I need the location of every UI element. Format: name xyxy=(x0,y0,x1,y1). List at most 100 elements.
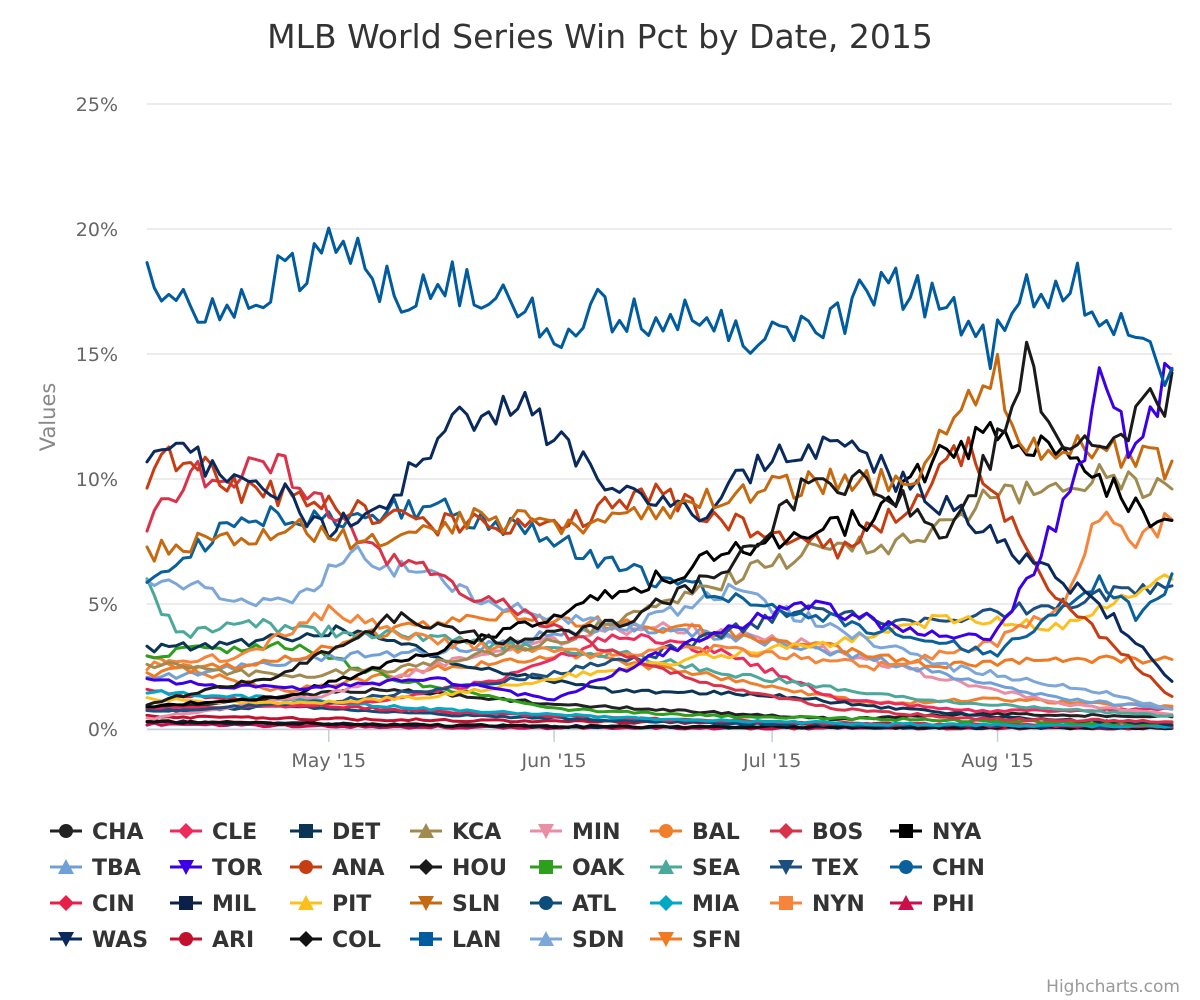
legend-label: MIA xyxy=(692,892,739,917)
legend-item-sln[interactable]: SLN xyxy=(410,892,500,917)
legend-marker xyxy=(779,896,793,910)
legend-item-pit[interactable]: PIT xyxy=(290,892,371,917)
legend-label: NYA xyxy=(932,820,981,845)
legend-item-nya[interactable]: NYA xyxy=(890,820,981,845)
legend-item-hou[interactable]: HOU xyxy=(410,856,507,881)
legend-marker xyxy=(778,860,794,875)
legend-marker xyxy=(539,860,553,874)
legend-marker xyxy=(538,824,554,839)
legend-item-sea[interactable]: SEA xyxy=(650,856,740,881)
legend-item-sdn[interactable]: SDN xyxy=(530,928,625,953)
legend-item-min[interactable]: MIN xyxy=(530,820,621,845)
legend-label: BOS xyxy=(812,820,863,845)
legend-item-cha[interactable]: CHA xyxy=(50,820,144,845)
series-line-nyn[interactable] xyxy=(145,510,1174,672)
legend-label: TOR xyxy=(212,856,263,881)
legend-item-cle[interactable]: CLE xyxy=(170,820,257,845)
legend-item-tor[interactable]: TOR xyxy=(170,856,263,881)
y-axis: 0% 5% 10% 15% 20% 25% xyxy=(76,94,118,741)
legend-item-atl[interactable]: ATL xyxy=(530,892,616,917)
series-line-ana[interactable] xyxy=(145,436,1174,698)
series-line-bos[interactable] xyxy=(145,452,1174,724)
series-line-kca[interactable] xyxy=(145,463,1174,679)
legend-label: ANA xyxy=(332,856,384,881)
legend-marker xyxy=(658,895,674,911)
legend-item-bos[interactable]: BOS xyxy=(770,820,863,845)
legend-label: BAL xyxy=(692,820,740,845)
legend-marker xyxy=(418,823,434,838)
legend-item-tex[interactable]: TEX xyxy=(770,856,859,881)
legend-item-phi[interactable]: PHI xyxy=(890,892,975,917)
legend-marker xyxy=(658,859,674,874)
legend-label: PHI xyxy=(932,892,975,917)
y-axis-title: Values xyxy=(36,383,60,452)
legend-marker xyxy=(419,932,433,946)
y-tick-label: 15% xyxy=(76,344,118,366)
legend-marker xyxy=(418,896,434,911)
legend-item-was[interactable]: WAS xyxy=(50,928,148,953)
legend-label: SDN xyxy=(572,928,625,953)
legend-item-kca[interactable]: KCA xyxy=(410,820,501,845)
plot-area xyxy=(145,226,1174,731)
legend-item-col[interactable]: COL xyxy=(290,928,381,953)
x-tick-label: Jul '15 xyxy=(742,750,801,772)
legend-item-sfn[interactable]: SFN xyxy=(650,928,741,953)
legend-label: DET xyxy=(332,820,380,845)
legend-marker xyxy=(299,824,313,838)
legend-label: CLE xyxy=(212,820,257,845)
legend-marker xyxy=(299,860,313,874)
series-line-sdn[interactable] xyxy=(145,545,1174,711)
legend-label: MIN xyxy=(572,820,621,845)
legend-marker xyxy=(539,896,553,910)
series-line-lan[interactable] xyxy=(145,226,1174,387)
legend-label: NYN xyxy=(812,892,865,917)
chart-title: MLB World Series Win Pct by Date, 2015 xyxy=(267,17,933,56)
legend-label: CHA xyxy=(92,820,144,845)
legend-label: SFN xyxy=(692,928,741,953)
x-tick-label: Jun '15 xyxy=(521,750,587,772)
legend: CHA CLE DET KCA MIN BAL BOS NYA TBA TOR ANA HOU OAK S… xyxy=(50,820,985,953)
legend-item-ari[interactable]: ARI xyxy=(170,928,254,953)
legend-item-chn[interactable]: CHN xyxy=(890,856,985,881)
legend-item-ana[interactable]: ANA xyxy=(290,856,384,881)
legend-label: LAN xyxy=(452,928,501,953)
legend-item-det[interactable]: DET xyxy=(290,820,380,845)
legend-marker xyxy=(538,931,554,946)
legend-item-lan[interactable]: LAN xyxy=(410,928,501,953)
legend-item-tba[interactable]: TBA xyxy=(50,856,141,881)
series-line-sfn[interactable] xyxy=(145,609,1174,678)
legend-marker xyxy=(778,823,794,839)
legend-label: TBA xyxy=(92,856,141,881)
legend-label: SEA xyxy=(692,856,740,881)
legend-label: KCA xyxy=(452,820,501,845)
legend-marker xyxy=(898,895,914,910)
series-line-hou[interactable] xyxy=(145,340,1174,707)
x-tick-label: May '15 xyxy=(291,750,366,772)
series-line-chn[interactable] xyxy=(145,497,1174,658)
legend-label: WAS xyxy=(92,928,148,953)
legend-item-oak[interactable]: OAK xyxy=(530,856,625,881)
legend-label: HOU xyxy=(452,856,507,881)
credit-label[interactable]: Highcharts.com xyxy=(1046,977,1180,997)
legend-marker xyxy=(298,931,314,947)
legend-label: ARI xyxy=(212,928,254,953)
series-line-was[interactable] xyxy=(145,390,1174,683)
legend-label: CHN xyxy=(932,856,985,881)
legend-item-mil[interactable]: MIL xyxy=(170,892,256,917)
x-tick-label: Aug '15 xyxy=(961,750,1034,772)
legend-marker xyxy=(58,932,74,947)
legend-item-cin[interactable]: CIN xyxy=(50,892,135,917)
legend-item-bal[interactable]: BAL xyxy=(650,820,740,845)
series-line-sln[interactable] xyxy=(145,352,1174,563)
series-line-det[interactable] xyxy=(145,624,1174,727)
legend-item-mia[interactable]: MIA xyxy=(650,892,739,917)
legend-marker xyxy=(659,824,673,838)
y-tick-label: 5% xyxy=(88,594,118,616)
legend-item-nyn[interactable]: NYN xyxy=(770,892,865,917)
series-line-min[interactable] xyxy=(145,621,1174,721)
x-axis: May '15 Jun '15 Jul '15 Aug '15 xyxy=(147,728,1172,772)
series-line-cha[interactable] xyxy=(145,687,1174,722)
series-line-tor[interactable] xyxy=(145,361,1174,702)
legend-marker xyxy=(298,895,314,910)
legend-label: COL xyxy=(332,928,381,953)
